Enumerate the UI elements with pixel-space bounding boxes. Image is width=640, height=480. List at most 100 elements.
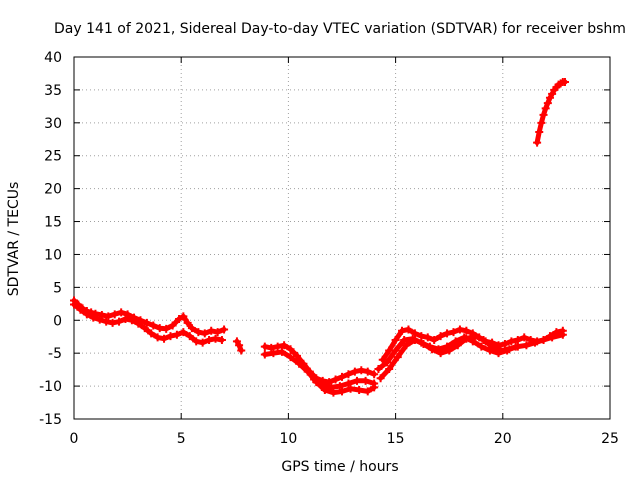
data-point — [200, 329, 209, 338]
data-point — [273, 342, 282, 351]
x-tick-label: 0 — [70, 431, 79, 447]
data-point — [211, 334, 220, 343]
data-point — [378, 355, 387, 364]
data-point — [543, 99, 552, 108]
data-point — [539, 336, 548, 345]
data-point — [479, 336, 488, 345]
series-trail — [378, 332, 566, 381]
series-8 — [374, 333, 520, 373]
data-point — [522, 341, 531, 350]
data-point — [346, 384, 355, 393]
x-tick-label: 5 — [177, 431, 186, 447]
data-point — [260, 350, 269, 359]
data-point — [530, 338, 539, 347]
data-point — [220, 325, 229, 334]
data-point — [260, 342, 269, 351]
data-point — [470, 332, 479, 341]
data-points — [70, 78, 569, 397]
data-point — [147, 329, 156, 338]
data-point — [404, 325, 413, 334]
data-point — [443, 329, 452, 338]
data-point — [329, 388, 338, 397]
data-point — [95, 315, 104, 324]
data-point — [198, 338, 207, 347]
data-point — [185, 332, 194, 341]
data-point — [477, 342, 486, 351]
data-point — [76, 305, 85, 314]
series-6 — [378, 325, 567, 364]
data-point — [374, 364, 383, 373]
data-point — [286, 345, 295, 354]
data-point — [370, 379, 379, 388]
data-point — [370, 370, 379, 379]
data-point — [205, 336, 214, 345]
data-point — [507, 337, 516, 346]
data-point — [166, 332, 175, 341]
data-point — [361, 376, 370, 385]
y-tick-label: -5 — [48, 346, 62, 362]
data-point — [535, 128, 544, 137]
data-point — [217, 336, 226, 345]
data-point — [400, 336, 409, 345]
data-point — [327, 383, 336, 392]
plot-border — [73, 56, 611, 420]
data-point — [117, 308, 126, 317]
data-point — [115, 317, 124, 326]
data-point — [376, 374, 385, 383]
data-point — [303, 367, 312, 376]
x-tick-label: 10 — [279, 431, 297, 447]
y-tick-label: 0 — [53, 313, 62, 329]
data-point — [127, 316, 136, 325]
series-1 — [70, 300, 226, 347]
data-point — [500, 339, 509, 348]
x-axis-label: GPS time / hours — [281, 459, 398, 475]
data-point — [179, 328, 188, 337]
data-point — [280, 341, 289, 350]
x-tick-label: 15 — [387, 431, 405, 447]
data-point — [391, 336, 400, 345]
data-point — [533, 138, 542, 147]
y-tick-label: -10 — [39, 379, 62, 395]
data-point — [355, 386, 364, 395]
data-point — [237, 346, 246, 355]
data-point — [179, 312, 188, 321]
y-tick-label: 35 — [44, 83, 62, 99]
grid-lines — [74, 57, 610, 419]
data-point — [194, 328, 203, 337]
data-point — [443, 342, 452, 351]
data-point — [70, 300, 78, 309]
data-point — [494, 349, 503, 358]
data-point — [430, 336, 439, 345]
data-point — [153, 333, 162, 342]
series-9 — [533, 78, 569, 147]
data-point — [121, 314, 130, 323]
y-tick-label: 25 — [44, 149, 62, 165]
data-point — [350, 367, 359, 376]
series-2 — [232, 337, 246, 355]
data-point — [436, 332, 445, 341]
data-point — [318, 380, 327, 389]
data-point — [344, 379, 353, 388]
axes — [73, 56, 611, 420]
data-point — [192, 337, 201, 346]
x-tick-label: 25 — [601, 431, 619, 447]
data-point — [383, 358, 392, 367]
data-point — [110, 310, 119, 319]
data-point — [398, 326, 407, 335]
data-point — [187, 324, 196, 333]
data-point — [172, 330, 181, 339]
data-point — [269, 349, 278, 358]
data-point — [335, 382, 344, 391]
data-point — [511, 342, 520, 351]
data-point — [460, 333, 469, 342]
y-tick-label: -15 — [39, 412, 62, 428]
y-axis-label: SDTVAR / TECUs — [6, 182, 22, 297]
data-point — [175, 314, 184, 323]
x-tick-label: 20 — [494, 431, 512, 447]
data-point — [391, 346, 400, 355]
data-point — [393, 353, 402, 362]
data-point — [134, 319, 143, 328]
data-point — [485, 346, 494, 355]
